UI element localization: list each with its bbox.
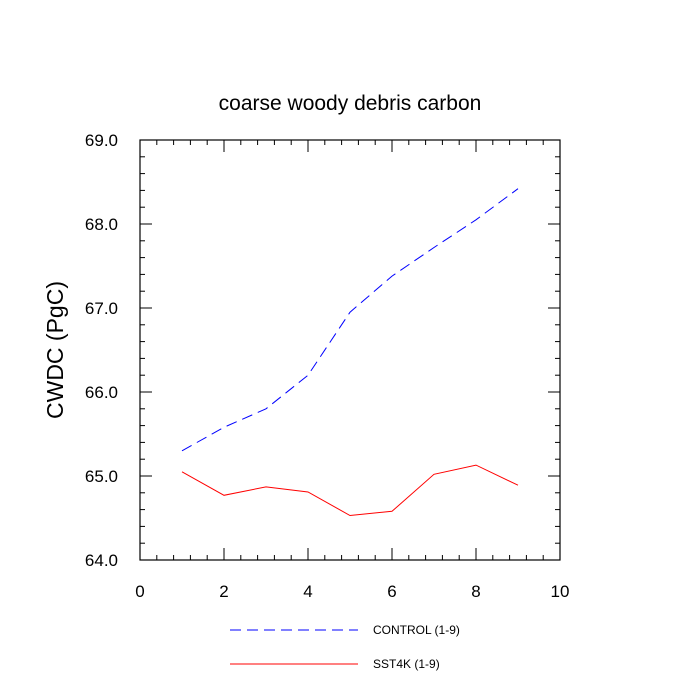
y-tick-label: 68.0 — [85, 215, 118, 234]
y-axis-label: CWDC (PgC) — [42, 281, 68, 419]
y-tick-label: 66.0 — [85, 383, 118, 402]
legend: CONTROL (1-9) SST4K (1-9) — [230, 623, 460, 671]
y-tick-label: 64.0 — [85, 551, 118, 570]
x-tick-label: 8 — [471, 582, 480, 601]
legend-label: CONTROL (1-9) — [373, 623, 460, 637]
y-tick-label: 69.0 — [85, 131, 118, 150]
series-layer — [181, 188, 519, 517]
x-tick-label: 2 — [219, 582, 228, 601]
plot-frame — [139, 139, 561, 561]
x-tick-label: 4 — [303, 582, 312, 601]
x-tick-label: 0 — [135, 582, 144, 601]
y-tick-label: 65.0 — [85, 467, 118, 486]
series-line-sst4k — [181, 464, 519, 517]
x-tick-label: 10 — [551, 582, 570, 601]
series-line-control — [181, 188, 519, 452]
axis-ticks — [139, 139, 561, 561]
axis-tick-labels: 0 2 4 6 8 10 64.0 65.0 66.0 67.0 68.0 69.0 — [85, 131, 570, 601]
y-tick-label: 67.0 — [85, 299, 118, 318]
chart-title: coarse woody debris carbon — [219, 92, 482, 115]
x-tick-label: 6 — [387, 582, 396, 601]
legend-label: SST4K (1-9) — [373, 657, 440, 671]
